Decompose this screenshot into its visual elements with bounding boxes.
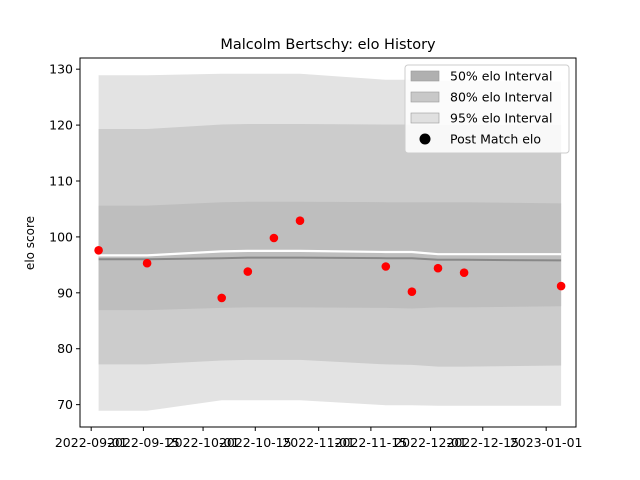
y-tick-label: 90: [57, 285, 73, 300]
x-axis: 2022-09-012022-09-152022-10-012022-10-15…: [55, 427, 583, 450]
legend-label: 50% elo Interval: [450, 69, 552, 84]
legend: 50% elo Interval 80% elo Interval 95% elo …: [404, 64, 570, 154]
post-match-point: [459, 268, 469, 278]
x-tick-label: 2022-10-01: [167, 435, 240, 450]
post-match-point: [407, 287, 417, 297]
legend-box: [404, 64, 570, 154]
legend-swatch: [410, 70, 440, 82]
x-tick-label: 2022-11-15: [335, 435, 408, 450]
chart-title: Malcolm Bertschy: elo History: [220, 37, 436, 53]
post-match-point: [556, 281, 566, 291]
y-tick-label: 130: [49, 62, 73, 77]
legend-swatch: [410, 91, 440, 103]
legend-label: 95% elo Interval: [450, 111, 552, 126]
y-tick-label: 70: [57, 397, 73, 412]
post-match-point: [269, 233, 279, 243]
post-match-point: [142, 258, 152, 268]
y-tick-label: 120: [49, 118, 73, 133]
median-line: [98, 256, 562, 262]
post-match-point: [243, 267, 253, 276]
x-tick-label: 2022-09-15: [107, 435, 180, 450]
x-tick-label: 2022-12-15: [446, 435, 519, 450]
band-inner: [98, 201, 562, 311]
mean-line: [98, 249, 562, 257]
x-tick-label: 2022-11-01: [282, 435, 355, 450]
post-match-point: [433, 263, 443, 273]
y-axis: 70 80 90 100 110 120 130: [49, 62, 80, 412]
plot-frame: [79, 57, 577, 428]
y-tick-label: 110: [49, 174, 73, 189]
legend-label: 80% elo Interval: [450, 90, 552, 105]
legend-marker: [419, 133, 431, 145]
post-match-point: [217, 293, 226, 303]
x-tick-label: 2022-09-01: [55, 435, 128, 450]
interval-bands: [98, 73, 562, 411]
x-tick-label: 2023-01-01: [510, 435, 583, 450]
x-tick-label: 2022-12-01: [394, 435, 467, 450]
x-tick-label: 2022-10-15: [219, 435, 292, 450]
post-match-points: [94, 216, 566, 303]
post-match-point: [381, 262, 391, 271]
center-lines: [98, 249, 562, 262]
legend-swatch: [410, 112, 440, 124]
y-axis-label: elo score: [23, 216, 37, 270]
y-tick-label: 100: [49, 229, 73, 244]
post-match-point: [94, 246, 103, 255]
post-match-point: [295, 216, 305, 225]
legend-label: Post Match elo: [450, 132, 541, 147]
y-tick-label: 80: [57, 341, 73, 356]
